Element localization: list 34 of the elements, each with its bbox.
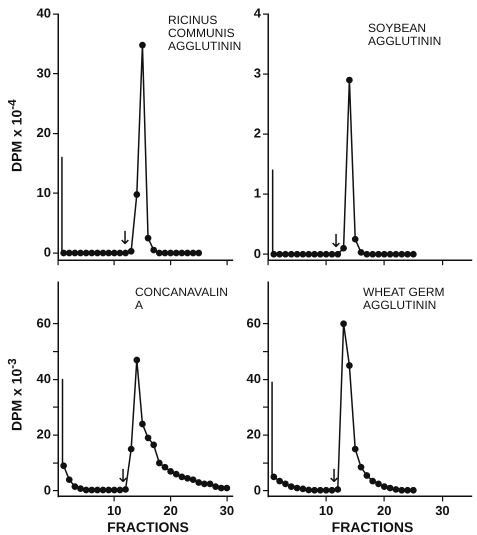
- x-tick-label: 20: [163, 502, 178, 518]
- y-tick-label: 60: [246, 315, 261, 330]
- y-tick-label: 0: [254, 482, 261, 498]
- x-tick-label: 10: [318, 502, 334, 518]
- y-tick-label: 20: [36, 125, 51, 140]
- x-tick-label: 30: [220, 502, 234, 518]
- y-tick-label: 0: [44, 244, 51, 260]
- text: SOYBEAN AGGLUTININ: [368, 21, 442, 48]
- text: WHEAT GERM AGGLUTININ: [363, 285, 446, 312]
- annotation: ↓: [116, 466, 131, 487]
- y-tick-label: 4: [254, 6, 262, 21]
- y-tick-label: 0: [44, 482, 51, 498]
- y-tick-label: 20: [36, 426, 51, 442]
- annotation: ↓: [326, 466, 342, 487]
- annotation: ↓: [328, 231, 344, 252]
- x-axis-title: FRACTIONS: [106, 519, 190, 535]
- y-tick-label: 1: [254, 186, 261, 201]
- y-tick-label: 30: [36, 65, 51, 80]
- text: CONCANAVALIN A: [135, 285, 229, 312]
- text: RICINUS COMMUNIS AGGLUTININ: [168, 13, 242, 53]
- y-tick-label: 40: [36, 371, 51, 386]
- y-tick-label: 60: [36, 315, 51, 330]
- y-tick-label: 2: [254, 126, 261, 141]
- x-tick-label: 30: [435, 502, 450, 518]
- y-tick-label: 40: [246, 371, 261, 386]
- y-tick-label: 3: [254, 66, 261, 81]
- x-axis-title: FRACTIONS: [330, 519, 414, 535]
- x-tick-label: 10: [107, 502, 122, 518]
- y-tick-label: 0: [254, 246, 261, 261]
- y-tick-label: 10: [36, 184, 51, 200]
- y-tick-label: 20: [246, 426, 261, 442]
- y-tick-label: 40: [36, 6, 51, 21]
- annotation: ↓: [118, 228, 133, 249]
- x-tick-label: 20: [377, 502, 392, 518]
